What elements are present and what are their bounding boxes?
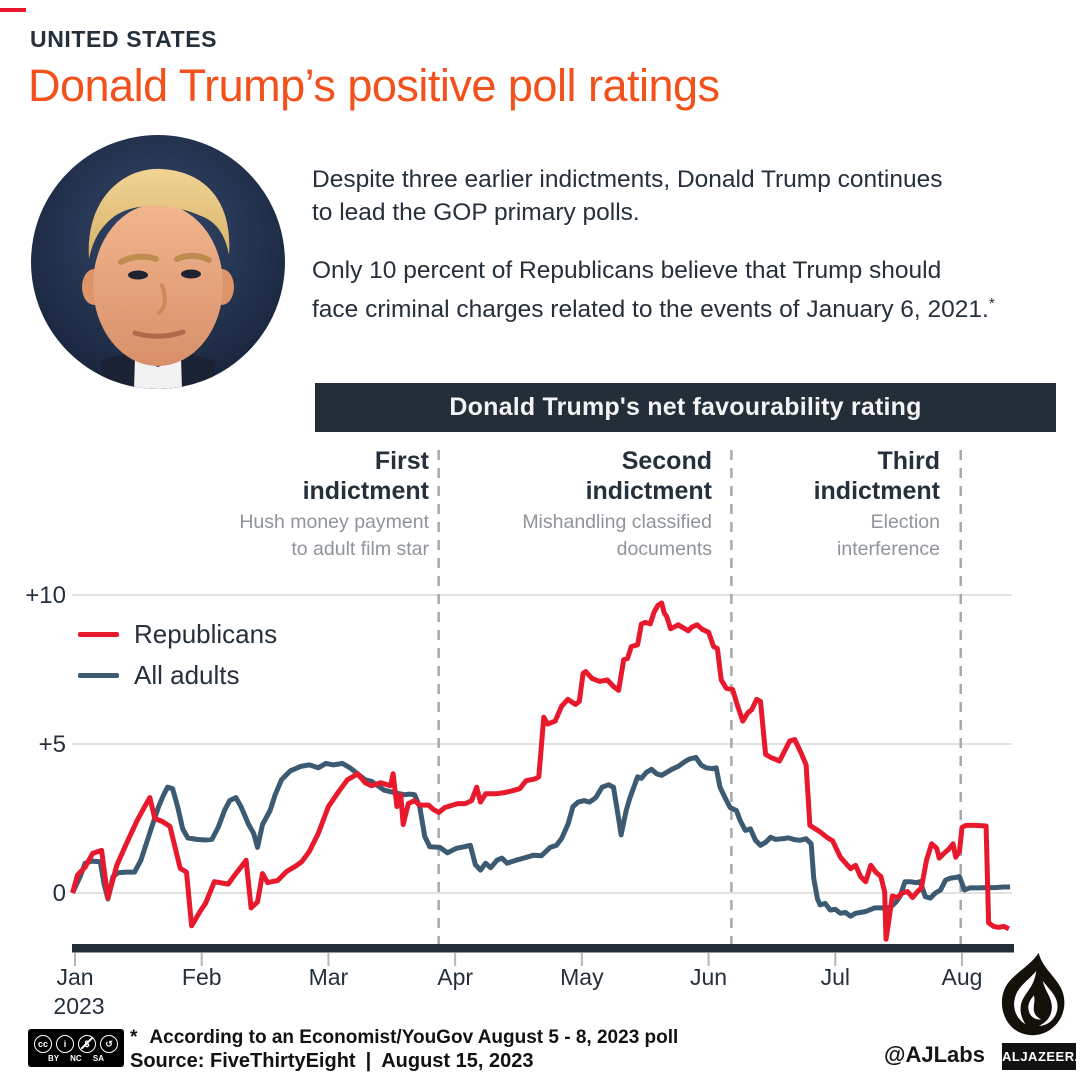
x-tick-label: Feb <box>182 964 222 990</box>
cc-icon: cc <box>34 1035 52 1053</box>
x-tick-label: Jul <box>821 964 850 990</box>
annotation-subtitle: Mishandling classified documents <box>522 511 712 560</box>
eye <box>128 270 148 280</box>
face <box>93 204 223 366</box>
annotation-title: Third indictment <box>813 447 940 505</box>
annotation-first-indictment: First indictment Hush money payment to a… <box>109 446 429 563</box>
legend-item-all-adults: All adults <box>78 660 277 690</box>
cc-labels: BY NC SA <box>47 1054 105 1063</box>
source-label: Source: FiveThirtyEight <box>130 1050 356 1072</box>
intro-text: Despite three earlier indictments, Donal… <box>312 166 943 193</box>
separator: | <box>365 1050 372 1072</box>
eyebrow <box>174 252 212 263</box>
annotation-title: Second indictment <box>585 447 712 505</box>
x-tick-label: Jan <box>56 964 93 990</box>
x-tick-label: Mar <box>309 964 349 990</box>
creative-commons-badge: cc i $ ↺ BY NC SA <box>28 1029 124 1067</box>
footnote-star: * <box>130 1027 138 1048</box>
intro-paragraph-2: Only 10 percent of Republicans believe t… <box>312 254 1072 326</box>
share-alike-icon: ↺ <box>100 1035 118 1053</box>
legend-item-republicans: Republicans <box>78 619 277 649</box>
x-tick-label: Apr <box>437 964 473 990</box>
y-axis-label: +10 <box>25 582 66 609</box>
annotation-title: First indictment <box>302 447 429 505</box>
publish-date: August 15, 2023 <box>381 1050 534 1072</box>
mouth <box>132 329 186 339</box>
eyebrow <box>118 253 159 265</box>
all-adults-line-swatch <box>78 672 119 678</box>
source-line: Source: FiveThirtyEight | August 15, 2023 <box>130 1050 534 1073</box>
top-accent-mark <box>0 8 26 12</box>
legend-label: Republicans <box>134 618 278 649</box>
x-tick-label: May <box>560 964 604 990</box>
series-line-republicans <box>70 600 1010 942</box>
footnote: * According to an Economist/YouGov August… <box>130 1027 678 1049</box>
aljazeera-wordmark-badge: ALJAZEERA <box>1002 1043 1081 1070</box>
ajlabs-handle: @AJLabs <box>884 1042 985 1067</box>
intro-text: face criminal charges related to the eve… <box>312 295 995 324</box>
intro-paragraph-1: Despite three earlier indictments, Donal… <box>312 163 1072 229</box>
eye <box>181 269 201 279</box>
x-tick-label: Aug <box>942 964 983 990</box>
page-title: Donald Trump’s positive poll ratings <box>28 60 720 111</box>
hair <box>88 168 230 259</box>
cc-icons-row: cc i $ ↺ <box>34 1035 118 1053</box>
footnote-text: According to an Economist/YouGov August … <box>149 1027 679 1048</box>
section-kicker: UNITED STATES <box>30 26 218 52</box>
annotation-subtitle: Hush money payment to adult film star <box>239 511 429 560</box>
aljazeera-calligraphy-logo <box>1001 952 1065 1036</box>
trump-portrait <box>31 135 285 389</box>
chart-legend: Republicans All adults <box>78 619 277 701</box>
x-axis-year: 2023 <box>53 993 104 1019</box>
legend-label: All adults <box>134 659 240 690</box>
series-line-all-adults <box>70 754 1011 919</box>
intro-text: to lead the GOP primary polls. <box>312 199 640 226</box>
y-axis-label: +5 <box>39 731 66 758</box>
annotation-third-indictment: Third indictment Election interference <box>620 446 940 563</box>
x-axis-line <box>72 944 1014 953</box>
y-axis-label: 0 <box>53 880 66 907</box>
intro-text: Only 10 percent of Republicans believe t… <box>312 257 942 284</box>
annotation-second-indictment: Second indictment Mishandling classified… <box>392 446 712 563</box>
shirt-collar <box>134 357 182 389</box>
non-commercial-icon: $ <box>78 1035 96 1053</box>
annotation-subtitle: Election interference <box>837 511 940 560</box>
chart-title-banner: Donald Trump's net favourability rating <box>315 383 1056 432</box>
republicans-line-swatch <box>78 631 119 637</box>
attribution-person-icon: i <box>56 1035 74 1053</box>
nose <box>157 283 167 315</box>
x-tick-label: Jun <box>690 964 727 990</box>
footnote-mark: * <box>988 295 995 312</box>
